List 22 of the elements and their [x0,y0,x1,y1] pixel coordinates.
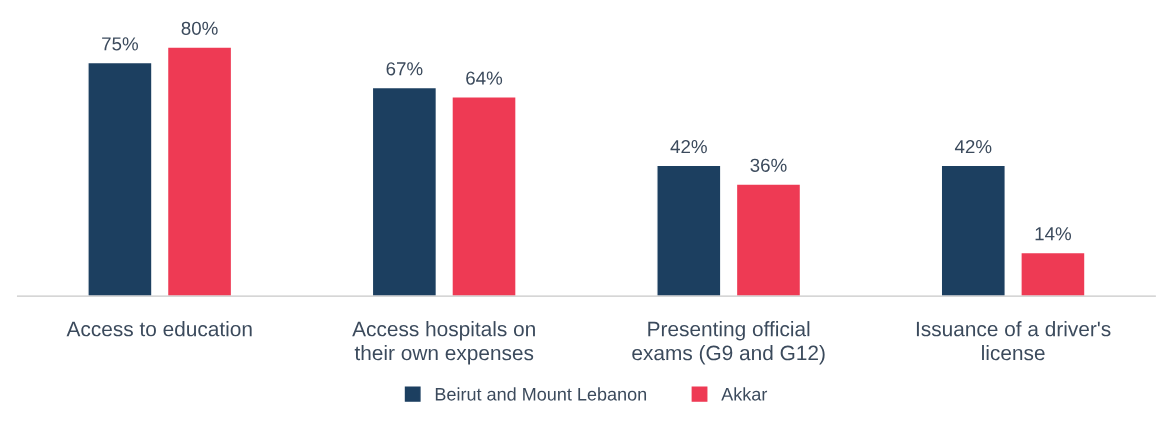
bar [371,86,438,297]
x-tick-label: Presenting official exams (G9 and G12) [632,321,825,365]
legend-label: Beirut and Mount Lebanon [435,387,647,401]
data-label: 42% [954,139,992,154]
data-label: 42% [670,139,707,154]
bar [656,164,722,297]
data-label: 75% [102,37,139,51]
data-label: 67% [386,62,423,76]
x-tick-label: Access to education [66,321,252,337]
legend-label: Akkar [721,387,768,401]
bar [1020,251,1086,297]
bar [87,61,153,297]
bar [166,46,233,297]
x-tick-label: Access hospitals on their own expenses [352,321,535,365]
bar [735,183,802,297]
data-label: 36% [750,158,787,172]
data-label: 64% [466,71,503,85]
data-label: 14% [1035,227,1072,241]
x-tick-label: Issuance of a driver's license [916,321,1111,361]
bar [451,96,517,297]
bar [940,164,1006,297]
data-label: 80% [181,21,218,35]
